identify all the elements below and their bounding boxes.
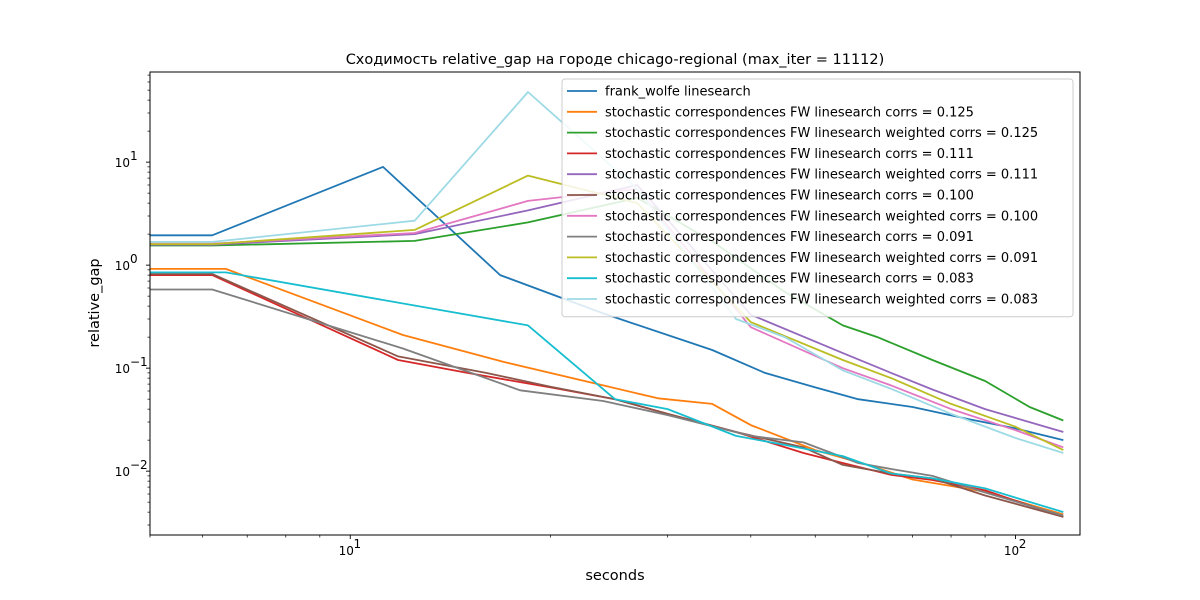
x-axis-label: seconds <box>585 568 644 584</box>
y-tick-exponent: 0 <box>130 252 138 266</box>
legend-label-1: stochastic correspondences FW linesearch… <box>605 105 974 120</box>
plot-frame <box>149 71 1081 536</box>
legend: frank_wolfe linesearch stochastic corresp… <box>561 78 1074 318</box>
series-line-0 <box>150 166 1064 441</box>
series-line-1 <box>150 268 1064 516</box>
legend-label-7: stochastic correspondences FW linesearch… <box>605 230 974 245</box>
legend-label-10: stochastic correspondences FW linesearch… <box>605 293 1038 308</box>
x-tick-exponent: 2 <box>1019 537 1027 551</box>
y-tick-label: 10 <box>115 465 130 479</box>
y-tick-label: 10 <box>115 156 130 170</box>
legend-label-5: stochastic correspondences FW linesearch… <box>605 189 974 204</box>
y-tick-exponent: −2 <box>130 458 148 472</box>
y-axis-label: relative_gap <box>87 258 103 347</box>
series-line-9 <box>150 271 1064 513</box>
series-line-6 <box>150 188 1064 449</box>
series-line-7 <box>150 288 1064 517</box>
legend-label-0: frank_wolfe linesearch <box>605 85 751 100</box>
y-tick-exponent: 1 <box>130 149 138 163</box>
y-tick-exponent: −1 <box>130 355 148 369</box>
y-tick-label: 10 <box>115 362 130 376</box>
chart-title: Сходимость relative_gap на городе chicag… <box>346 52 885 68</box>
x-tick-label: 10 <box>339 544 354 558</box>
x-tick-label: 10 <box>1004 544 1019 558</box>
y-tick-label: 10 <box>115 259 130 273</box>
legend-box <box>561 78 1074 318</box>
series-line-10 <box>150 91 1064 454</box>
legend-label-6: stochastic correspondences FW linesearch… <box>605 209 1038 224</box>
x-axis: 10 1 10 2 <box>149 535 1027 558</box>
legend-label-8: stochastic correspondences FW linesearch… <box>605 251 1038 266</box>
legend-label-9: stochastic correspondences FW linesearch… <box>605 272 974 287</box>
legend-label-4: stochastic correspondences FW linesearch… <box>605 168 1038 183</box>
x-tick-exponent: 1 <box>353 537 361 551</box>
series-line-8 <box>150 174 1064 451</box>
legend-label-2: stochastic correspondences FW linesearch… <box>605 126 1038 141</box>
legend-label-3: stochastic correspondences FW linesearch… <box>605 147 974 162</box>
